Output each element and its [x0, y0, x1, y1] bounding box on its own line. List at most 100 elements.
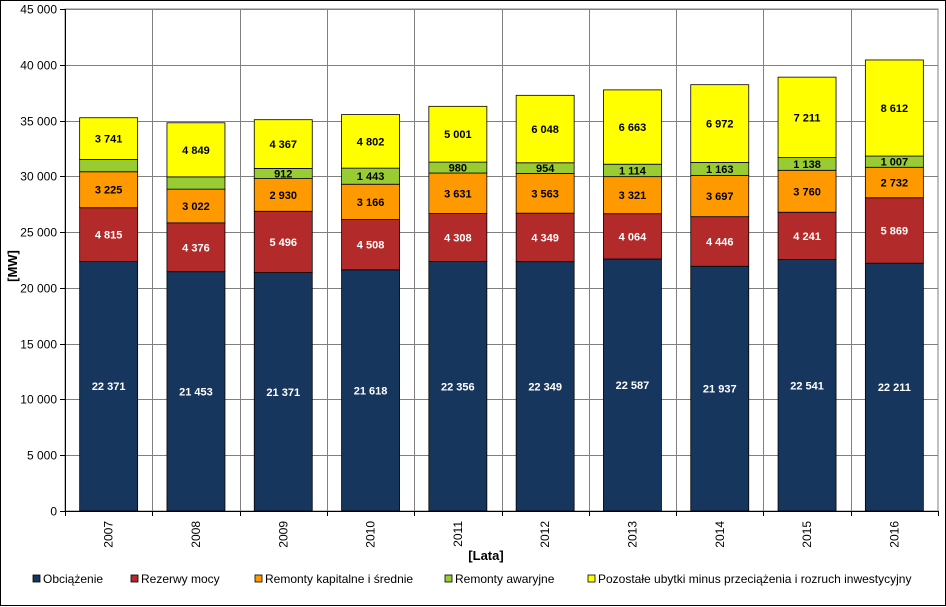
y-tick-label: 5 000 [27, 449, 57, 463]
data-label: 912 [274, 169, 292, 181]
legend-label: Pozostałe ubytki minus przeciążenia i ro… [598, 572, 911, 586]
bar-segment [777, 76, 837, 158]
data-label: 3 741 [95, 134, 123, 146]
data-label: 5 869 [881, 225, 909, 237]
bar-segment [79, 171, 139, 209]
data-label: 3 321 [619, 190, 647, 202]
data-label: 5 496 [269, 237, 297, 249]
x-tick-label: 2010 [364, 521, 378, 548]
bar-segment [341, 183, 400, 220]
y-tick-label: 40 000 [20, 59, 57, 73]
data-label: 22 371 [92, 381, 126, 393]
bar-segment [166, 188, 226, 224]
legend-swatch [254, 574, 263, 583]
legend-label: Rezerwy mocy [141, 572, 220, 586]
data-label: 4 376 [182, 242, 210, 254]
y-tick-label: 30 000 [20, 170, 57, 184]
data-label: 3 563 [531, 188, 559, 200]
bar-segment [166, 122, 226, 178]
y-tick-label: 25 000 [20, 226, 57, 240]
bar-segment [864, 166, 924, 199]
data-label: 22 349 [528, 381, 562, 393]
bar-segment [79, 117, 139, 160]
y-tick-label: 0 [50, 505, 57, 519]
data-label: 1 007 [881, 157, 909, 169]
data-label: 22 541 [790, 380, 824, 392]
x-tick-label: 2008 [189, 521, 203, 548]
data-label: 1 114 [619, 165, 647, 177]
data-label: 4 241 [793, 231, 821, 243]
data-label: 1 138 [793, 159, 821, 171]
data-label: 21 937 [703, 384, 737, 396]
data-label: 3 166 [357, 197, 385, 209]
bar-segment [690, 265, 750, 512]
legend-label: Remonty kapitalne i średnie [265, 572, 413, 586]
y-tick-label: 45 000 [20, 3, 57, 17]
x-tick-label: 2009 [276, 521, 290, 548]
data-label: 6 048 [531, 124, 559, 136]
legend-label: Obciążenie [43, 572, 103, 586]
data-label: 6 663 [619, 122, 647, 134]
bar-segment [515, 261, 575, 512]
x-tick-label: 2011 [451, 521, 465, 547]
bar-segment [777, 211, 837, 260]
data-label: 954 [536, 163, 555, 175]
bar-segment [603, 176, 662, 215]
bar-segment [864, 262, 924, 512]
data-labels: 22 371 4 815 3 225 3 741 21 453 4 376 3 022 4 8… [92, 103, 911, 399]
data-label: 7 211 [794, 112, 821, 124]
bar-segment [428, 261, 488, 512]
data-label: 22 356 [441, 381, 475, 393]
data-label: 6 972 [706, 119, 734, 131]
data-label: 3 760 [793, 186, 821, 198]
data-label: 2 732 [881, 178, 909, 190]
x-tick-label: 2016 [887, 521, 901, 548]
data-label: 3 697 [706, 191, 734, 203]
bar-segment [690, 84, 750, 163]
y-axis-title: [MW] [5, 250, 20, 282]
data-label: 4 367 [269, 139, 297, 151]
bar-segment [341, 219, 400, 271]
legend-swatch [444, 574, 453, 583]
x-tick-label: 2012 [538, 521, 552, 548]
bar-segment [341, 114, 400, 169]
bar-segment [253, 272, 313, 512]
bar-segment [341, 269, 400, 512]
legend-swatch [130, 574, 139, 583]
y-tick-label: 15 000 [20, 338, 57, 352]
data-label: 21 453 [179, 386, 213, 398]
data-label: 21 618 [354, 385, 388, 397]
data-label: 2 930 [269, 190, 297, 202]
bar-segment [515, 212, 575, 263]
legend-swatch [32, 574, 41, 583]
y-tick-label: 35 000 [20, 115, 57, 129]
legend-label: Remonty awaryjne [455, 572, 555, 586]
data-label: 3 225 [95, 185, 123, 197]
bar-segment [428, 105, 488, 163]
data-label: 4 064 [619, 231, 647, 243]
bar-segment [603, 258, 662, 512]
bars [79, 59, 924, 512]
data-label: 22 211 [878, 382, 911, 394]
data-label: 4 349 [531, 232, 559, 244]
x-tick-label: 2007 [102, 521, 116, 548]
bar-segment [253, 178, 313, 212]
data-label: 4 446 [706, 236, 734, 248]
legend: Obciążenie Rezerwy mocy Remonty kapitalne … [32, 572, 911, 586]
data-label: 3 631 [444, 188, 472, 200]
data-label: 21 371 [266, 387, 300, 399]
data-label: 4 849 [182, 145, 210, 157]
data-label: 4 815 [95, 230, 123, 242]
data-label: 3 022 [182, 201, 210, 213]
data-label: 4 508 [357, 240, 385, 252]
x-axis-title: [Lata] [468, 548, 503, 563]
bar-segment [864, 59, 924, 157]
data-label: 22 587 [616, 380, 650, 392]
legend-swatch [587, 574, 596, 583]
x-tick-label: 2015 [800, 521, 814, 548]
x-tick-label: 2013 [625, 521, 639, 548]
data-label: 8 612 [881, 103, 909, 115]
bar-segment [166, 176, 226, 190]
